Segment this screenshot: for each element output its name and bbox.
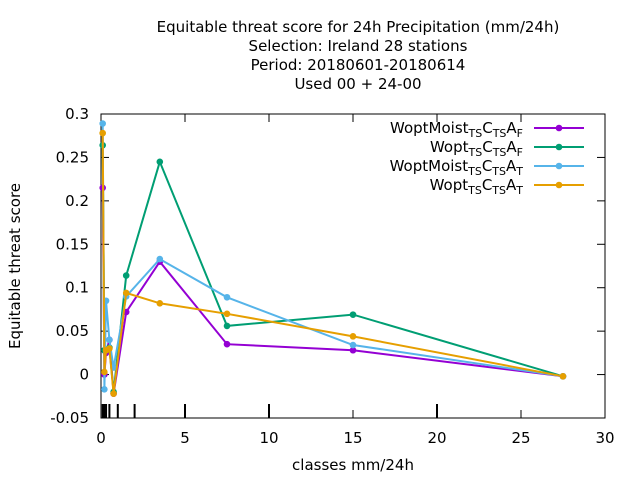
x-tick-label: 10: [259, 429, 278, 447]
legend-label-4: WoptTSCTSAT: [430, 176, 524, 197]
series-2-point: [156, 158, 164, 166]
y-axis-label: Equitable threat score: [6, 183, 24, 349]
series-2-point: [349, 311, 357, 318]
series-4-point: [110, 390, 117, 397]
series-3-point: [99, 120, 106, 127]
x-tick-label: 0: [96, 429, 106, 447]
y-tick-label: 0.2: [65, 192, 89, 210]
series-4-point: [101, 368, 108, 376]
series-2-point: [122, 272, 130, 279]
series-4-point: [349, 333, 357, 340]
series-1-point: [349, 346, 357, 354]
legend-label-1: WoptMoistTSCTSAF: [390, 119, 523, 140]
x-tick-label: 20: [427, 429, 446, 447]
title-line-2: Selection: Ireland 28 stations: [249, 37, 468, 55]
series-3-point: [156, 255, 164, 263]
class-marks: [101, 404, 438, 418]
legend-marker-3: [555, 162, 563, 170]
series-lines: [99, 120, 567, 397]
y-tick-label: 0: [79, 366, 89, 384]
series-2-point: [223, 322, 231, 330]
y-tick-label: 0.05: [56, 322, 89, 340]
x-axis-label: classes mm/24h: [292, 456, 414, 474]
series-4-point: [156, 300, 164, 307]
title-line-3: Period: 20180601-20180614: [251, 56, 466, 74]
series-4-point: [99, 129, 106, 137]
x-tick-label: 15: [343, 429, 362, 447]
y-axis: -0.05 0 0.05 0.1 0.15 0.2 0.25 0.3: [50, 105, 605, 427]
y-tick-label: 0.1: [65, 279, 89, 297]
legend-marker-1: [555, 124, 563, 132]
series-4-point: [106, 345, 113, 352]
series-3-point: [223, 293, 231, 301]
series-line-2: [101, 145, 564, 393]
series-4-point: [122, 289, 130, 297]
x-axis: 0 5 10 15 20 25 30: [96, 114, 615, 447]
series-3-point: [106, 336, 113, 344]
series-1-point: [223, 340, 231, 348]
x-tick-label: 30: [595, 429, 614, 447]
y-tick-label: 0.15: [56, 235, 89, 253]
y-tick-label: 0.25: [56, 148, 89, 166]
x-tick-label: 25: [511, 429, 530, 447]
series-4-point: [223, 310, 231, 318]
x-tick-label: 5: [180, 429, 190, 447]
legend: WoptMoistTSCTSAFWoptTSCTSAFWoptMoistTSCT…: [390, 119, 584, 197]
chart-title: Equitable threat score for 24h Precipita…: [157, 18, 560, 93]
title-line-1: Equitable threat score for 24h Precipita…: [157, 18, 560, 36]
legend-marker-4: [555, 181, 563, 189]
legend-label-2: WoptTSCTSAF: [430, 138, 523, 159]
y-tick-label: 0.3: [65, 105, 89, 123]
series-line-4: [101, 133, 564, 394]
legend-marker-2: [555, 143, 563, 151]
series-4-point: [559, 373, 567, 380]
y-tick-label: -0.05: [50, 409, 89, 427]
legend-label-3: WoptMoistTSCTSAT: [390, 157, 524, 178]
series-3-point: [101, 386, 108, 393]
series-3-point: [349, 341, 357, 349]
title-line-4: Used 00 + 24-00: [294, 75, 421, 93]
